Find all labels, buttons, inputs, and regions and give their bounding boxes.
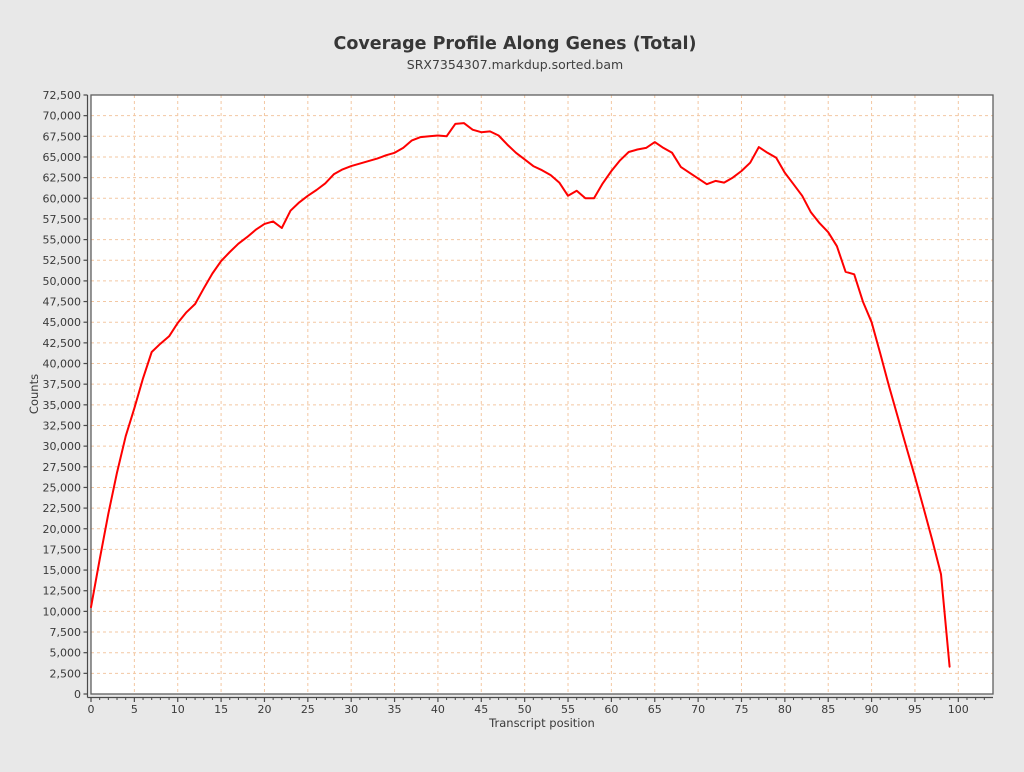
x-axis-title: Transcript position — [488, 716, 595, 730]
y-tick-label: 70,000 — [43, 110, 82, 123]
plot-area — [91, 95, 993, 694]
x-tick-label: 5 — [131, 703, 138, 716]
x-tick-label: 90 — [865, 703, 879, 716]
y-tick-label: 5,000 — [50, 647, 82, 660]
y-tick-label: 30,000 — [43, 440, 82, 453]
y-tick-label: 22,500 — [43, 502, 82, 515]
x-tick-label: 55 — [561, 703, 575, 716]
x-tick-label: 10 — [171, 703, 185, 716]
y-tick-label: 62,500 — [43, 172, 82, 185]
x-tick-label: 35 — [388, 703, 402, 716]
y-tick-label: 35,000 — [43, 399, 82, 412]
coverage-line — [90, 122, 951, 668]
y-tick-label: 67,500 — [43, 130, 82, 143]
y-tick-label: 57,500 — [43, 213, 82, 226]
y-tick-label: 42,500 — [43, 337, 82, 350]
x-tick-label: 50 — [518, 703, 532, 716]
y-tick-label: 52,500 — [43, 254, 82, 267]
y-tick-label: 12,500 — [43, 585, 82, 598]
y-tick-label: 10,000 — [43, 605, 82, 618]
y-tick-label: 32,500 — [43, 419, 82, 432]
chart-title: Coverage Profile Along Genes (Total) — [334, 34, 697, 54]
x-tick-label: 65 — [648, 703, 662, 716]
x-tick-label: 80 — [778, 703, 792, 716]
y-tick-label: 0 — [74, 688, 81, 701]
y-tick-label: 72,500 — [43, 89, 82, 102]
chart-subtitle: SRX7354307.markdup.sorted.bam — [407, 57, 623, 72]
y-axis-title: Counts — [27, 374, 41, 414]
y-tick-label: 27,500 — [43, 461, 82, 474]
y-tick-label: 7,500 — [50, 626, 82, 639]
y-tick-label: 20,000 — [43, 523, 82, 536]
y-tick-label: 2,500 — [50, 667, 82, 680]
y-tick-label: 17,500 — [43, 543, 82, 556]
y-tick-label: 37,500 — [43, 378, 82, 391]
x-tick-label: 40 — [431, 703, 445, 716]
y-tick-label: 45,000 — [43, 316, 82, 329]
x-tick-label: 20 — [257, 703, 271, 716]
y-tick-label: 55,000 — [43, 234, 82, 247]
y-tick-label: 60,000 — [43, 192, 82, 205]
x-tick-label: 70 — [691, 703, 705, 716]
y-tick-label: 40,000 — [43, 358, 82, 371]
y-tick-label: 50,000 — [43, 275, 82, 288]
x-tick-label: 85 — [821, 703, 835, 716]
x-tick-label: 95 — [908, 703, 922, 716]
x-tick-label: 45 — [474, 703, 488, 716]
x-tick-label: 30 — [344, 703, 358, 716]
x-tick-label: 0 — [88, 703, 95, 716]
x-tick-label: 60 — [604, 703, 618, 716]
y-tick-label: 65,000 — [43, 151, 82, 164]
plot-border — [90, 94, 994, 695]
x-tick-label: 25 — [301, 703, 315, 716]
y-tick-label: 25,000 — [43, 481, 82, 494]
x-tick-label: 75 — [734, 703, 748, 716]
x-tick-label: 15 — [214, 703, 228, 716]
y-tick-label: 47,500 — [43, 296, 82, 309]
y-tick-label: 15,000 — [43, 564, 82, 577]
x-tick-label: 100 — [948, 703, 969, 716]
